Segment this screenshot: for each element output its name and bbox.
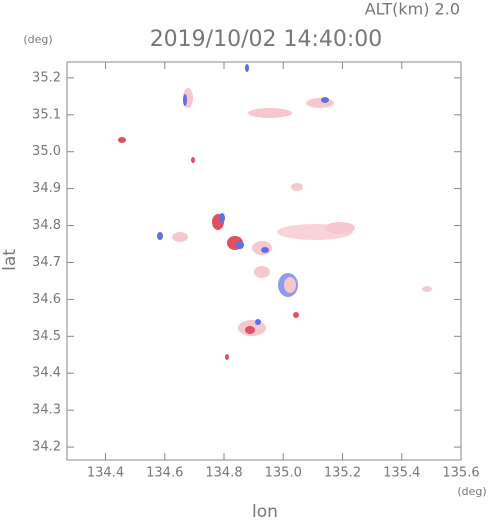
x-tick-label: 134.8 <box>205 466 242 481</box>
x-axis-label: lon <box>252 502 278 521</box>
chart-title: 2019/10/02 14:40:00 <box>150 27 383 52</box>
x-tick-label: 134.6 <box>146 466 183 481</box>
y-tick-label: 34.2 <box>32 440 61 455</box>
y-axis-label: lat <box>0 249 20 271</box>
x-unit: (deg) <box>457 485 486 498</box>
y-tick-label: 35.0 <box>32 144 61 159</box>
plot-frame <box>66 61 462 461</box>
x-tick-label: 135.0 <box>265 466 302 481</box>
y-tick-label: 34.4 <box>32 366 61 381</box>
y-tick-label: 35.2 <box>32 70 61 85</box>
altitude-label: ALT(km) 2.0 <box>365 0 460 19</box>
y-unit: (deg) <box>23 33 52 46</box>
x-tick-label: 135.2 <box>324 466 361 481</box>
y-tick-label: 34.9 <box>32 181 61 196</box>
y-tick-label: 34.3 <box>32 403 61 418</box>
y-tick-label: 34.6 <box>32 292 61 307</box>
y-tick-label: 34.5 <box>32 329 61 344</box>
x-tick-label: 135.4 <box>383 466 420 481</box>
echo-blobs <box>118 64 432 360</box>
y-tick-label: 34.8 <box>32 218 61 233</box>
x-tick-label: 134.4 <box>87 466 124 481</box>
y-tick-label: 35.1 <box>32 107 61 122</box>
y-tick-label: 34.7 <box>32 255 61 270</box>
x-tick-label: 135.6 <box>442 466 479 481</box>
